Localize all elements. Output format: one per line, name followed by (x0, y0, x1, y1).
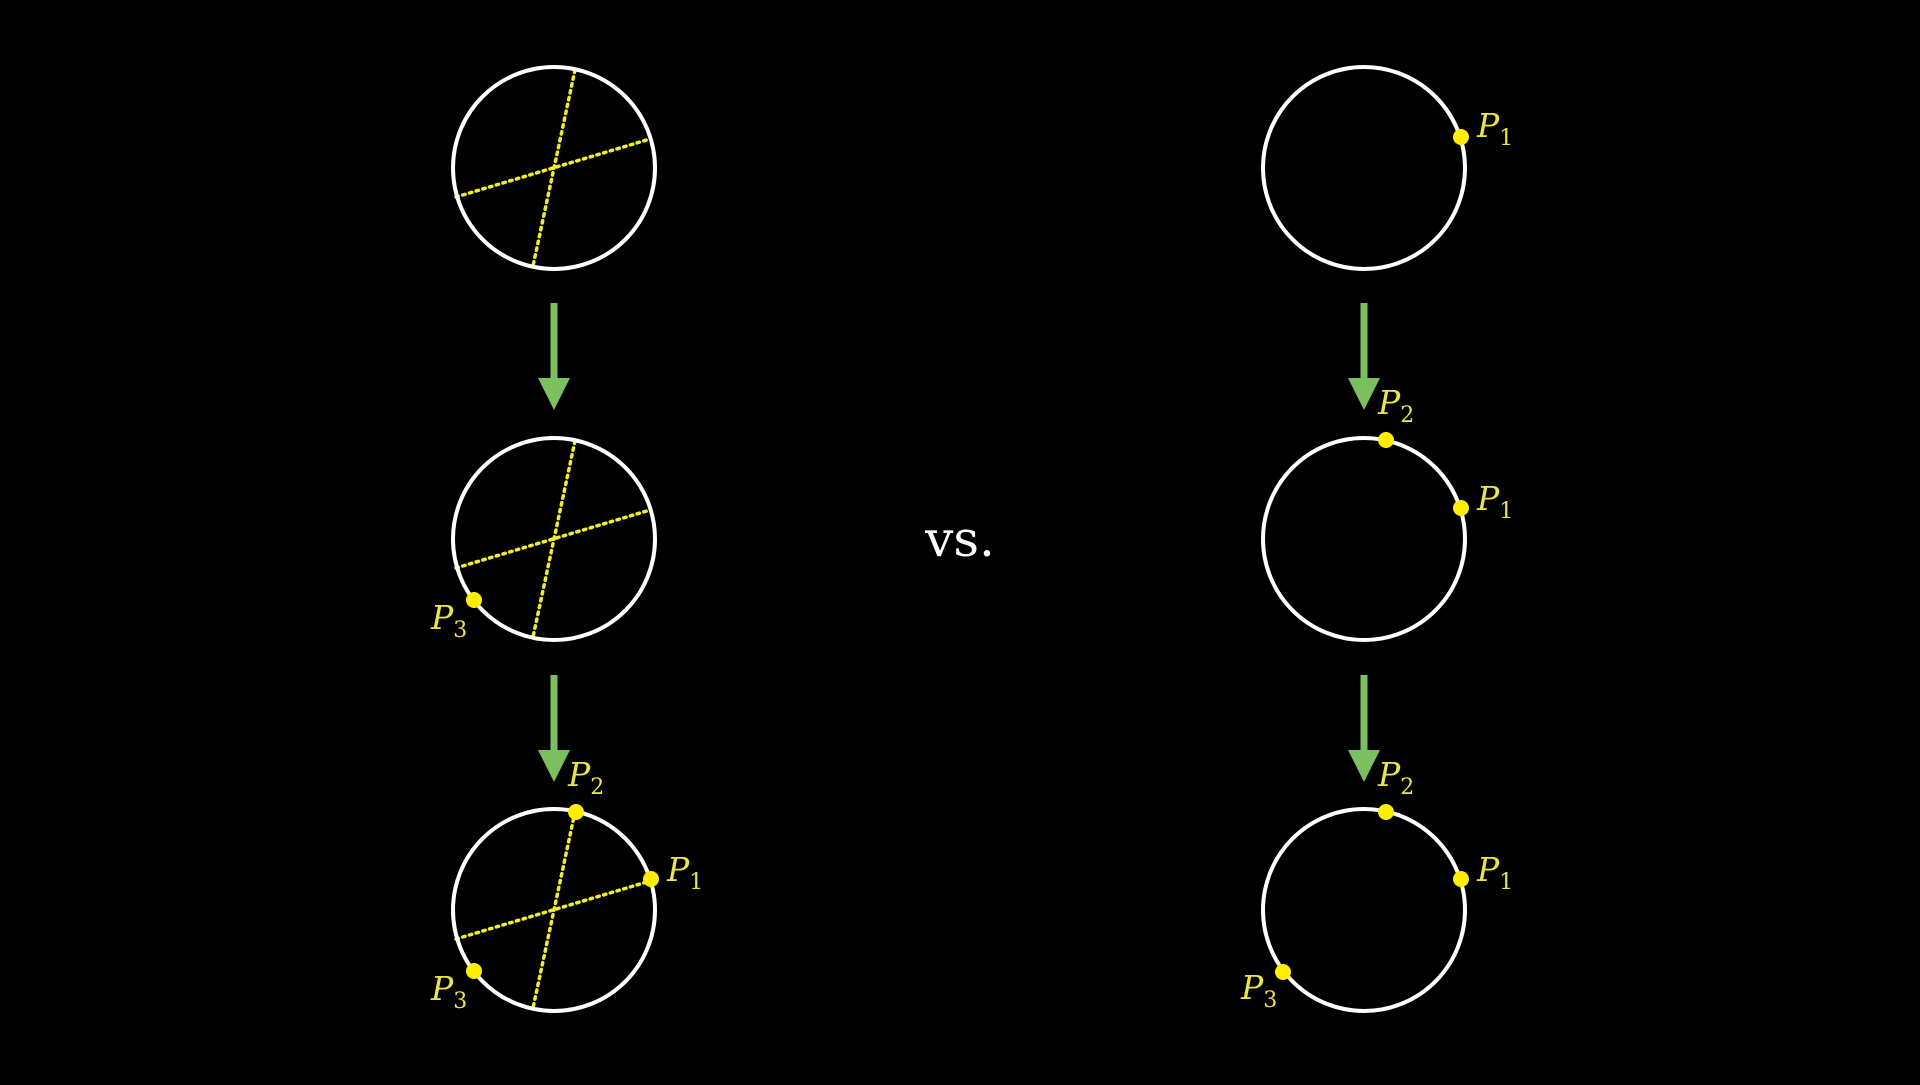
right-step-1-label-p1: P1 (1476, 106, 1513, 151)
right-step-3-p1-subscript: 1 (1499, 870, 1513, 895)
left-step-3-point-p3 (466, 963, 482, 979)
point-letter: P (666, 850, 690, 889)
right-step-1-point-p1 (1453, 129, 1469, 145)
left-step-2 (451, 436, 657, 642)
left-step-3-p1-subscript: 1 (689, 870, 703, 895)
left-step-3-point-p2 (568, 804, 584, 820)
right-step-2-label-p2: P2 (1377, 383, 1414, 428)
right-arrow-1 (1348, 303, 1380, 410)
right-column: P1 P2 P1 P2 P1 P3 (1240, 65, 1513, 1013)
right-step-3-point-p2 (1378, 804, 1394, 820)
point-letter: P (430, 598, 454, 637)
left-step-3-point-p1 (643, 871, 659, 887)
left-step-3-label-p2: P2 (567, 755, 604, 800)
point-letter: P (567, 755, 591, 794)
right-step-3-point-p1 (1453, 871, 1469, 887)
left-arrow-2 (538, 675, 570, 782)
right-step-1-p1-subscript: 1 (1499, 126, 1513, 151)
right-step-1-circle (1261, 65, 1467, 271)
right-step-2-circle (1261, 436, 1467, 642)
point-letter: P (1240, 968, 1264, 1007)
point-letter: P (430, 969, 454, 1008)
left-step-2-label-p3: P3 (430, 598, 467, 643)
right-step-2-point-p2 (1378, 432, 1394, 448)
right-step-2-p1-subscript: 1 (1499, 499, 1513, 524)
point-letter: P (1377, 383, 1401, 422)
point-letter: P (1476, 479, 1500, 518)
left-step-3-circle (451, 807, 657, 1013)
left-step-3-p3-subscript: 3 (453, 989, 467, 1014)
left-column: P3 P2 P1 P3 (430, 65, 703, 1014)
left-step-3-label-p3: P3 (430, 969, 467, 1014)
right-step-3-label-p1: P1 (1476, 850, 1513, 895)
left-step-3-label-p1: P1 (666, 850, 703, 895)
right-step-2-point-p1 (1453, 500, 1469, 516)
point-letter: P (1377, 755, 1401, 794)
left-step-3-diameters (454, 810, 652, 1010)
left-step-3 (451, 807, 657, 1013)
left-step-2-diameters (454, 439, 652, 639)
right-step-3-p2-subscript: 2 (1400, 775, 1414, 800)
left-step-3-p2-subscript: 2 (590, 775, 604, 800)
right-arrow-2 (1348, 675, 1380, 782)
right-step-3-label-p2: P2 (1377, 755, 1414, 800)
vs-label: vs. (924, 510, 995, 568)
point-letter: P (1476, 106, 1500, 145)
left-step-2-point-p3 (466, 592, 482, 608)
left-step-1-diameters (454, 68, 652, 268)
right-step-2-label-p1: P1 (1476, 479, 1513, 524)
left-step-2-p3-subscript: 3 (453, 618, 467, 643)
left-step-1-circle (451, 65, 657, 271)
right-step-3-p3-subscript: 3 (1263, 988, 1277, 1013)
right-step-3-label-p3: P3 (1240, 968, 1277, 1013)
right-step-3-circle (1261, 807, 1467, 1013)
left-step-1 (451, 65, 657, 271)
right-step-2-p2-subscript: 2 (1400, 403, 1414, 428)
left-step-2-circle (451, 436, 657, 642)
left-arrow-1 (538, 303, 570, 410)
point-letter: P (1476, 850, 1500, 889)
right-step-3-point-p3 (1275, 964, 1291, 980)
